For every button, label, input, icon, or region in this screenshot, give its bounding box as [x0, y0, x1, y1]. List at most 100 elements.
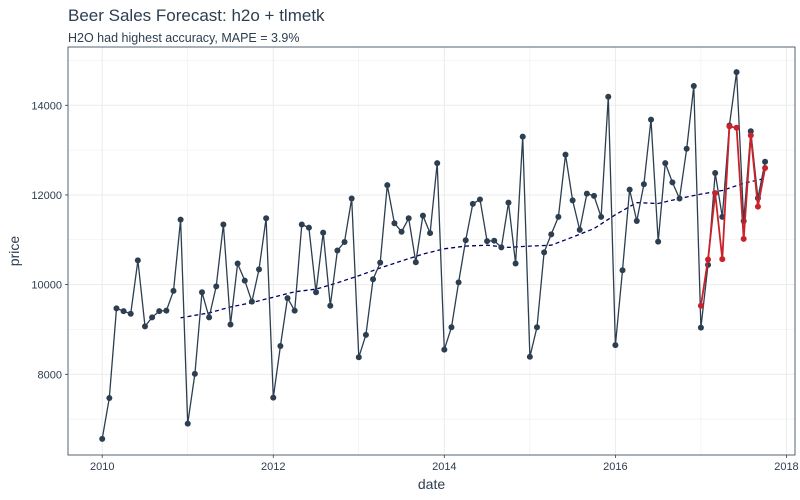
- actual-point: [370, 276, 377, 283]
- actual-point: [548, 231, 555, 238]
- actual-point: [640, 181, 647, 188]
- y-tick-label: 12000: [31, 190, 62, 202]
- actual-point: [676, 195, 683, 202]
- actual-point: [156, 308, 163, 315]
- y-tick-label: 10000: [31, 280, 62, 292]
- actual-point: [120, 308, 127, 315]
- prediction-point: [733, 124, 740, 131]
- prediction-point: [705, 256, 712, 263]
- actual-point: [284, 295, 291, 302]
- actual-point: [626, 186, 633, 193]
- actual-point: [712, 169, 719, 176]
- x-tick-label: 2014: [432, 461, 456, 473]
- actual-point: [127, 310, 134, 317]
- actual-point: [526, 353, 533, 360]
- prediction-point: [747, 132, 754, 139]
- actual-point: [541, 249, 548, 256]
- prediction-point: [726, 123, 733, 130]
- actual-point: [669, 179, 676, 186]
- actual-point: [405, 215, 412, 222]
- actual-point: [427, 230, 434, 237]
- actual-point: [206, 314, 213, 321]
- actual-point: [533, 324, 540, 331]
- y-tick-label: 14000: [31, 100, 62, 112]
- actual-point: [598, 213, 605, 220]
- axis-ticks: 2010 2012 2014 2016 2018 8000 10000 12000 14000: [31, 100, 798, 473]
- actual-point: [583, 190, 590, 197]
- actual-point: [320, 229, 327, 236]
- actual-point: [655, 238, 662, 245]
- actual-point: [149, 314, 156, 321]
- actual-point: [248, 298, 255, 305]
- actual-point: [591, 192, 598, 199]
- actual-point: [612, 342, 619, 349]
- actual-point: [191, 370, 198, 377]
- actual-point: [298, 221, 305, 228]
- actual-point: [419, 212, 426, 219]
- actual-point: [683, 145, 690, 152]
- x-axis-title: date: [418, 476, 445, 492]
- actual-point: [241, 277, 248, 284]
- actual-point: [469, 200, 476, 207]
- actual-point: [434, 160, 441, 167]
- actual-point: [662, 160, 669, 167]
- actual-point: [412, 259, 419, 266]
- actual-point: [277, 343, 284, 350]
- actual-point: [648, 116, 655, 123]
- actual-point: [697, 324, 704, 331]
- series: [99, 69, 769, 442]
- actual-point: [213, 283, 220, 290]
- actual-point: [491, 237, 498, 244]
- chart-subtitle: H2O had highest accuracy, MAPE = 3.9%: [68, 31, 300, 45]
- actual-point: [177, 216, 184, 223]
- actual-point: [106, 395, 113, 402]
- actual-point: [576, 226, 583, 233]
- x-tick-label: 2010: [90, 461, 114, 473]
- actual-point: [448, 324, 455, 331]
- actual-point: [163, 307, 170, 314]
- actual-point: [762, 158, 769, 165]
- actual-point: [270, 394, 277, 401]
- panel-border: [67, 46, 796, 456]
- actual-point: [619, 267, 626, 274]
- actual-point: [555, 213, 562, 220]
- actual-point: [569, 197, 576, 204]
- actual-point: [484, 238, 491, 245]
- actual-point: [476, 196, 483, 203]
- actual-point: [441, 346, 448, 353]
- actual-point: [113, 305, 120, 312]
- actual-point: [313, 289, 320, 296]
- actual-point: [505, 199, 512, 206]
- actual-point: [134, 257, 141, 264]
- prediction-series-line: [700, 125, 766, 306]
- chart-title: Beer Sales Forecast: h2o + tlmetk: [68, 6, 325, 25]
- actual-point: [341, 239, 348, 246]
- prediction-point: [740, 235, 747, 242]
- actual-point: [220, 221, 227, 228]
- actual-point: [498, 244, 505, 251]
- prediction-point: [697, 302, 704, 309]
- grid: [68, 47, 795, 455]
- actual-point: [184, 420, 191, 427]
- actual-point: [291, 307, 298, 314]
- actual-point: [733, 69, 740, 76]
- actual-point: [99, 435, 106, 442]
- actual-point: [170, 287, 177, 294]
- actual-point: [605, 93, 612, 100]
- actual-point: [455, 279, 462, 286]
- actual-point: [391, 220, 398, 227]
- actual-point: [462, 237, 469, 244]
- actual-point: [141, 323, 148, 330]
- actual-point: [398, 228, 405, 235]
- prediction-point: [754, 203, 761, 210]
- actual-point: [256, 266, 263, 273]
- trend-series-line: [180, 177, 766, 319]
- actual-point: [690, 83, 697, 90]
- y-axis-title: price: [6, 236, 22, 267]
- y-tick-label: 8000: [38, 369, 62, 381]
- actual-point: [198, 289, 205, 296]
- actual-point: [633, 217, 640, 224]
- actual-point: [334, 247, 341, 254]
- actual-point: [519, 133, 526, 140]
